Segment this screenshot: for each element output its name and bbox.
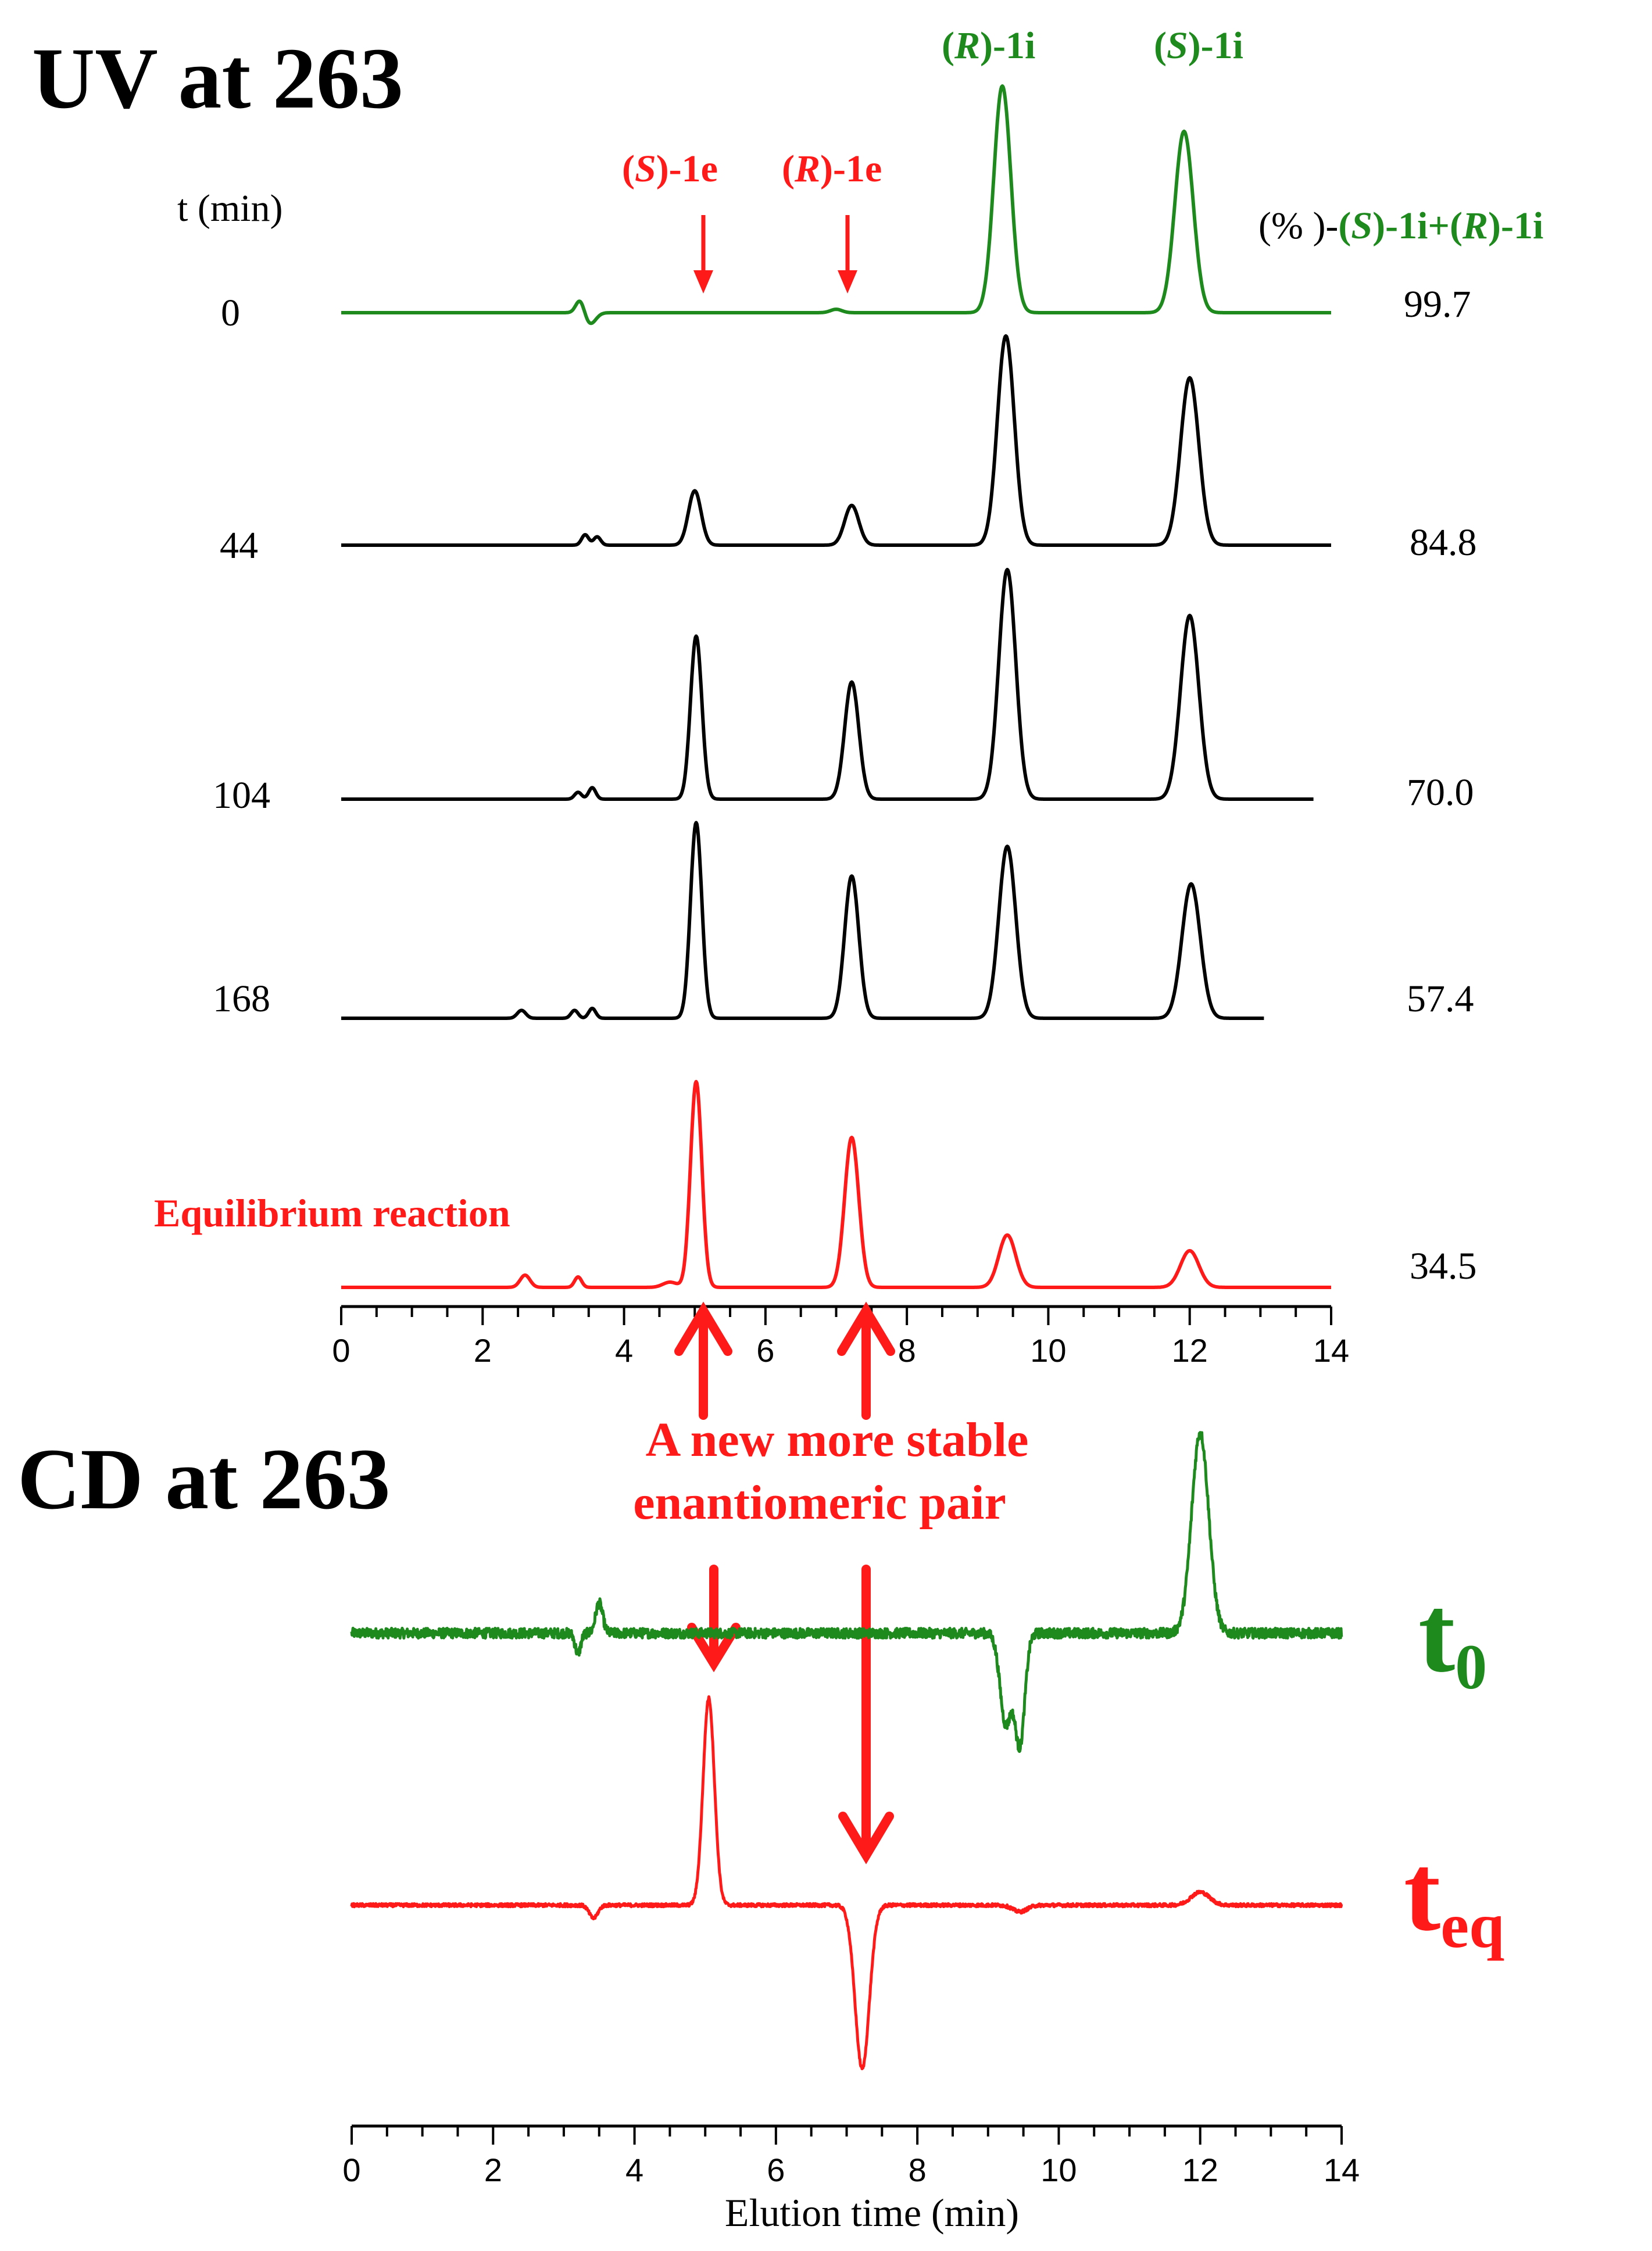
cd-traces xyxy=(350,1431,1343,2070)
percent-value-44: 84.8 xyxy=(1410,521,1477,564)
time-label-168: 168 xyxy=(213,978,270,1020)
annotation-line-1: A new more stable xyxy=(646,1413,1029,1467)
percent-column-header: (% )-(S)-1i+(R)-1i xyxy=(1258,205,1543,247)
arrow-s-1e xyxy=(693,215,713,294)
trace-0 xyxy=(340,84,1332,325)
peak-label-r-1i: (R)-1i xyxy=(942,24,1035,67)
trace-teq xyxy=(350,1695,1343,2070)
x-tick-label: 8 xyxy=(898,1332,916,1369)
cd-t0-sub: 0 xyxy=(1455,1631,1487,1702)
time-label-44: 44 xyxy=(220,524,258,567)
time-label-104: 104 xyxy=(213,774,270,817)
big-arrow-up-2 xyxy=(837,1301,895,1420)
cd-t0-main: t xyxy=(1418,1573,1455,1695)
x-tick-label: 8 xyxy=(909,2152,927,2188)
annotation-line-2: enantiomeric pair xyxy=(633,1476,1006,1530)
x-tick-label: 4 xyxy=(615,1332,633,1369)
cd-teq-sub: eq xyxy=(1440,1890,1504,1961)
cd-t0-label: t0 xyxy=(1418,1573,1487,1702)
uv-panel-title: UV at 263 xyxy=(32,30,403,127)
percent-header-end: )-1i xyxy=(1488,205,1543,247)
peak-label-r-1i-open: ( xyxy=(942,24,954,67)
uv-x-axis: 0 2 4 6 8 10 12 14 xyxy=(332,1305,1349,1369)
x-tick-label: 0 xyxy=(342,2152,360,2188)
cd-panel-title: CD at 263 xyxy=(17,1431,391,1527)
cd-x-axis-label: Elution time (min) xyxy=(725,2191,1019,2235)
trace-t0 xyxy=(350,1431,1343,1753)
trace-104 xyxy=(340,568,1315,801)
big-arrow-down-2 xyxy=(838,1565,894,1864)
x-tick-label: 6 xyxy=(767,2152,785,2188)
percent-value-104: 70.0 xyxy=(1407,771,1474,814)
cd-teq-label: teq xyxy=(1404,1832,1504,1961)
trace-168 xyxy=(340,821,1265,1020)
big-arrow-up-1 xyxy=(674,1301,732,1420)
time-label-0: 0 xyxy=(221,292,240,334)
percent-header-open: ( xyxy=(1338,205,1351,247)
x-tick-label: 0 xyxy=(332,1332,350,1369)
percent-header-s: S xyxy=(1351,205,1372,247)
percent-value-eq: 34.5 xyxy=(1410,1245,1477,1287)
cd-x-axis: 0 2 4 6 8 10 12 14 xyxy=(342,2124,1360,2188)
percent-value-0: 99.7 xyxy=(1404,283,1471,325)
big-arrow-down-1 xyxy=(687,1565,741,1673)
peak-label-r-1i-close: )-1i xyxy=(980,24,1035,67)
time-column-header: t (min) xyxy=(177,187,283,230)
x-tick-label: 4 xyxy=(625,2152,643,2188)
x-tick-label: 2 xyxy=(484,2152,502,2188)
percent-header-prefix: (% )- xyxy=(1258,205,1338,247)
peak-label-r-1e-close: )-1e xyxy=(820,148,882,190)
cd-teq-main: t xyxy=(1404,1832,1440,1954)
peak-label-s-1e: (S)-1e xyxy=(622,148,718,190)
x-tick-label: 12 xyxy=(1172,1332,1208,1369)
x-tick-label: 14 xyxy=(1313,1332,1349,1369)
percent-header-mid: )-1i+( xyxy=(1372,205,1463,247)
peak-label-r-1e: (R)-1e xyxy=(782,148,882,190)
x-tick-label: 14 xyxy=(1324,2152,1360,2188)
peak-label-s-1i: (S)-1i xyxy=(1154,24,1243,67)
peak-label-r-1e-open: ( xyxy=(782,148,795,190)
peak-label-s-1e-close: )-1e xyxy=(656,148,718,190)
peak-label-s-1i-letter: S xyxy=(1167,24,1188,67)
uv-traces xyxy=(340,84,1332,1289)
peak-label-s-1i-close: )-1i xyxy=(1188,24,1243,67)
trace-equilibrium-reaction xyxy=(340,1080,1332,1289)
arrow-r-1e xyxy=(838,215,857,294)
x-tick-label: 12 xyxy=(1182,2152,1218,2188)
peak-label-s-1e-letter: S xyxy=(635,148,656,190)
equilibrium-label: Equilibrium reaction xyxy=(154,1191,510,1235)
x-tick-label: 10 xyxy=(1040,2152,1077,2188)
percent-value-168: 57.4 xyxy=(1407,978,1474,1020)
percent-header-r: R xyxy=(1462,205,1488,247)
trace-44 xyxy=(340,334,1332,547)
x-tick-label: 10 xyxy=(1030,1332,1066,1369)
peak-label-s-1i-open: ( xyxy=(1154,24,1167,67)
peak-label-s-1e-open: ( xyxy=(622,148,635,190)
x-tick-label: 6 xyxy=(756,1332,774,1369)
peak-label-r-1e-letter: R xyxy=(794,148,820,190)
peak-label-r-1i-letter: R xyxy=(954,24,980,67)
x-tick-label: 2 xyxy=(474,1332,492,1369)
